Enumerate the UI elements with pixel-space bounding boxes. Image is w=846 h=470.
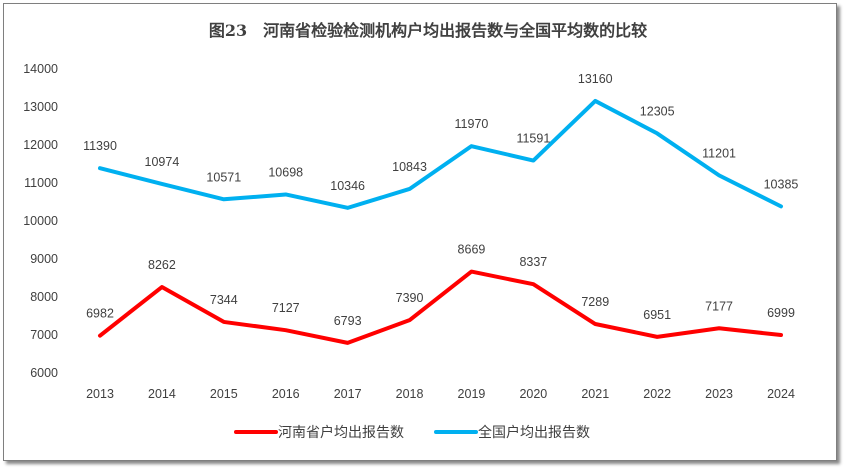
series-line-1 [98, 98, 783, 210]
legend-label: 全国户均出报告数 [478, 424, 590, 441]
x-tick-label: 2022 [643, 387, 671, 401]
x-tick-label: 2014 [148, 387, 176, 401]
x-tick-label: 2023 [705, 387, 733, 401]
chart-title: 图23 河南省检验检测机构户均出报告数与全国平均数的比较 [209, 21, 647, 40]
data-label: 10698 [268, 165, 303, 179]
data-label: 10346 [330, 179, 365, 193]
y-tick-label: 11000 [24, 176, 58, 190]
x-tick-label: 2019 [458, 387, 486, 401]
data-label: 8669 [458, 243, 486, 257]
series-line-0 [98, 269, 783, 345]
y-tick-label: 8000 [30, 290, 58, 304]
x-tick-label: 2024 [767, 387, 795, 401]
data-label: 12305 [640, 104, 675, 118]
data-label: 6999 [767, 306, 795, 320]
legend-label: 河南省户均出报告数 [278, 424, 404, 441]
data-label: 7127 [272, 301, 300, 315]
data-label: 6951 [643, 308, 671, 322]
chart-frame [3, 3, 837, 461]
data-label: 8262 [148, 258, 176, 272]
x-tick-label: 2017 [334, 387, 362, 401]
data-label: 11390 [83, 139, 117, 153]
data-label: 10843 [392, 160, 427, 174]
y-tick-label: 6000 [30, 366, 58, 380]
data-label: 11201 [702, 146, 736, 160]
y-tick-label: 13000 [23, 100, 58, 114]
data-label: 6982 [86, 307, 114, 321]
data-label: 6793 [334, 314, 362, 328]
y-tick-label: 10000 [23, 214, 58, 228]
data-label: 7177 [705, 299, 733, 313]
data-label: 10974 [145, 155, 180, 169]
x-tick-label: 2020 [519, 387, 547, 401]
data-label: 13160 [578, 72, 613, 86]
y-tick-label: 7000 [30, 328, 58, 342]
data-label: 11970 [455, 117, 489, 131]
x-tick-label: 2013 [86, 387, 114, 401]
data-label: 7289 [581, 295, 609, 309]
x-tick-label: 2016 [272, 387, 300, 401]
x-tick-label: 2018 [396, 387, 424, 401]
x-tick-label: 2015 [210, 387, 238, 401]
y-tick-label: 12000 [23, 138, 58, 152]
data-label: 7344 [210, 293, 238, 307]
x-tick-label: 2021 [581, 387, 609, 401]
y-tick-label: 14000 [23, 62, 58, 76]
data-label: 11591 [516, 132, 550, 146]
data-label: 10385 [764, 177, 799, 191]
y-tick-label: 9000 [30, 252, 58, 266]
data-label: 7390 [396, 291, 424, 305]
data-label: 10571 [206, 170, 241, 184]
data-label: 8337 [519, 255, 547, 269]
